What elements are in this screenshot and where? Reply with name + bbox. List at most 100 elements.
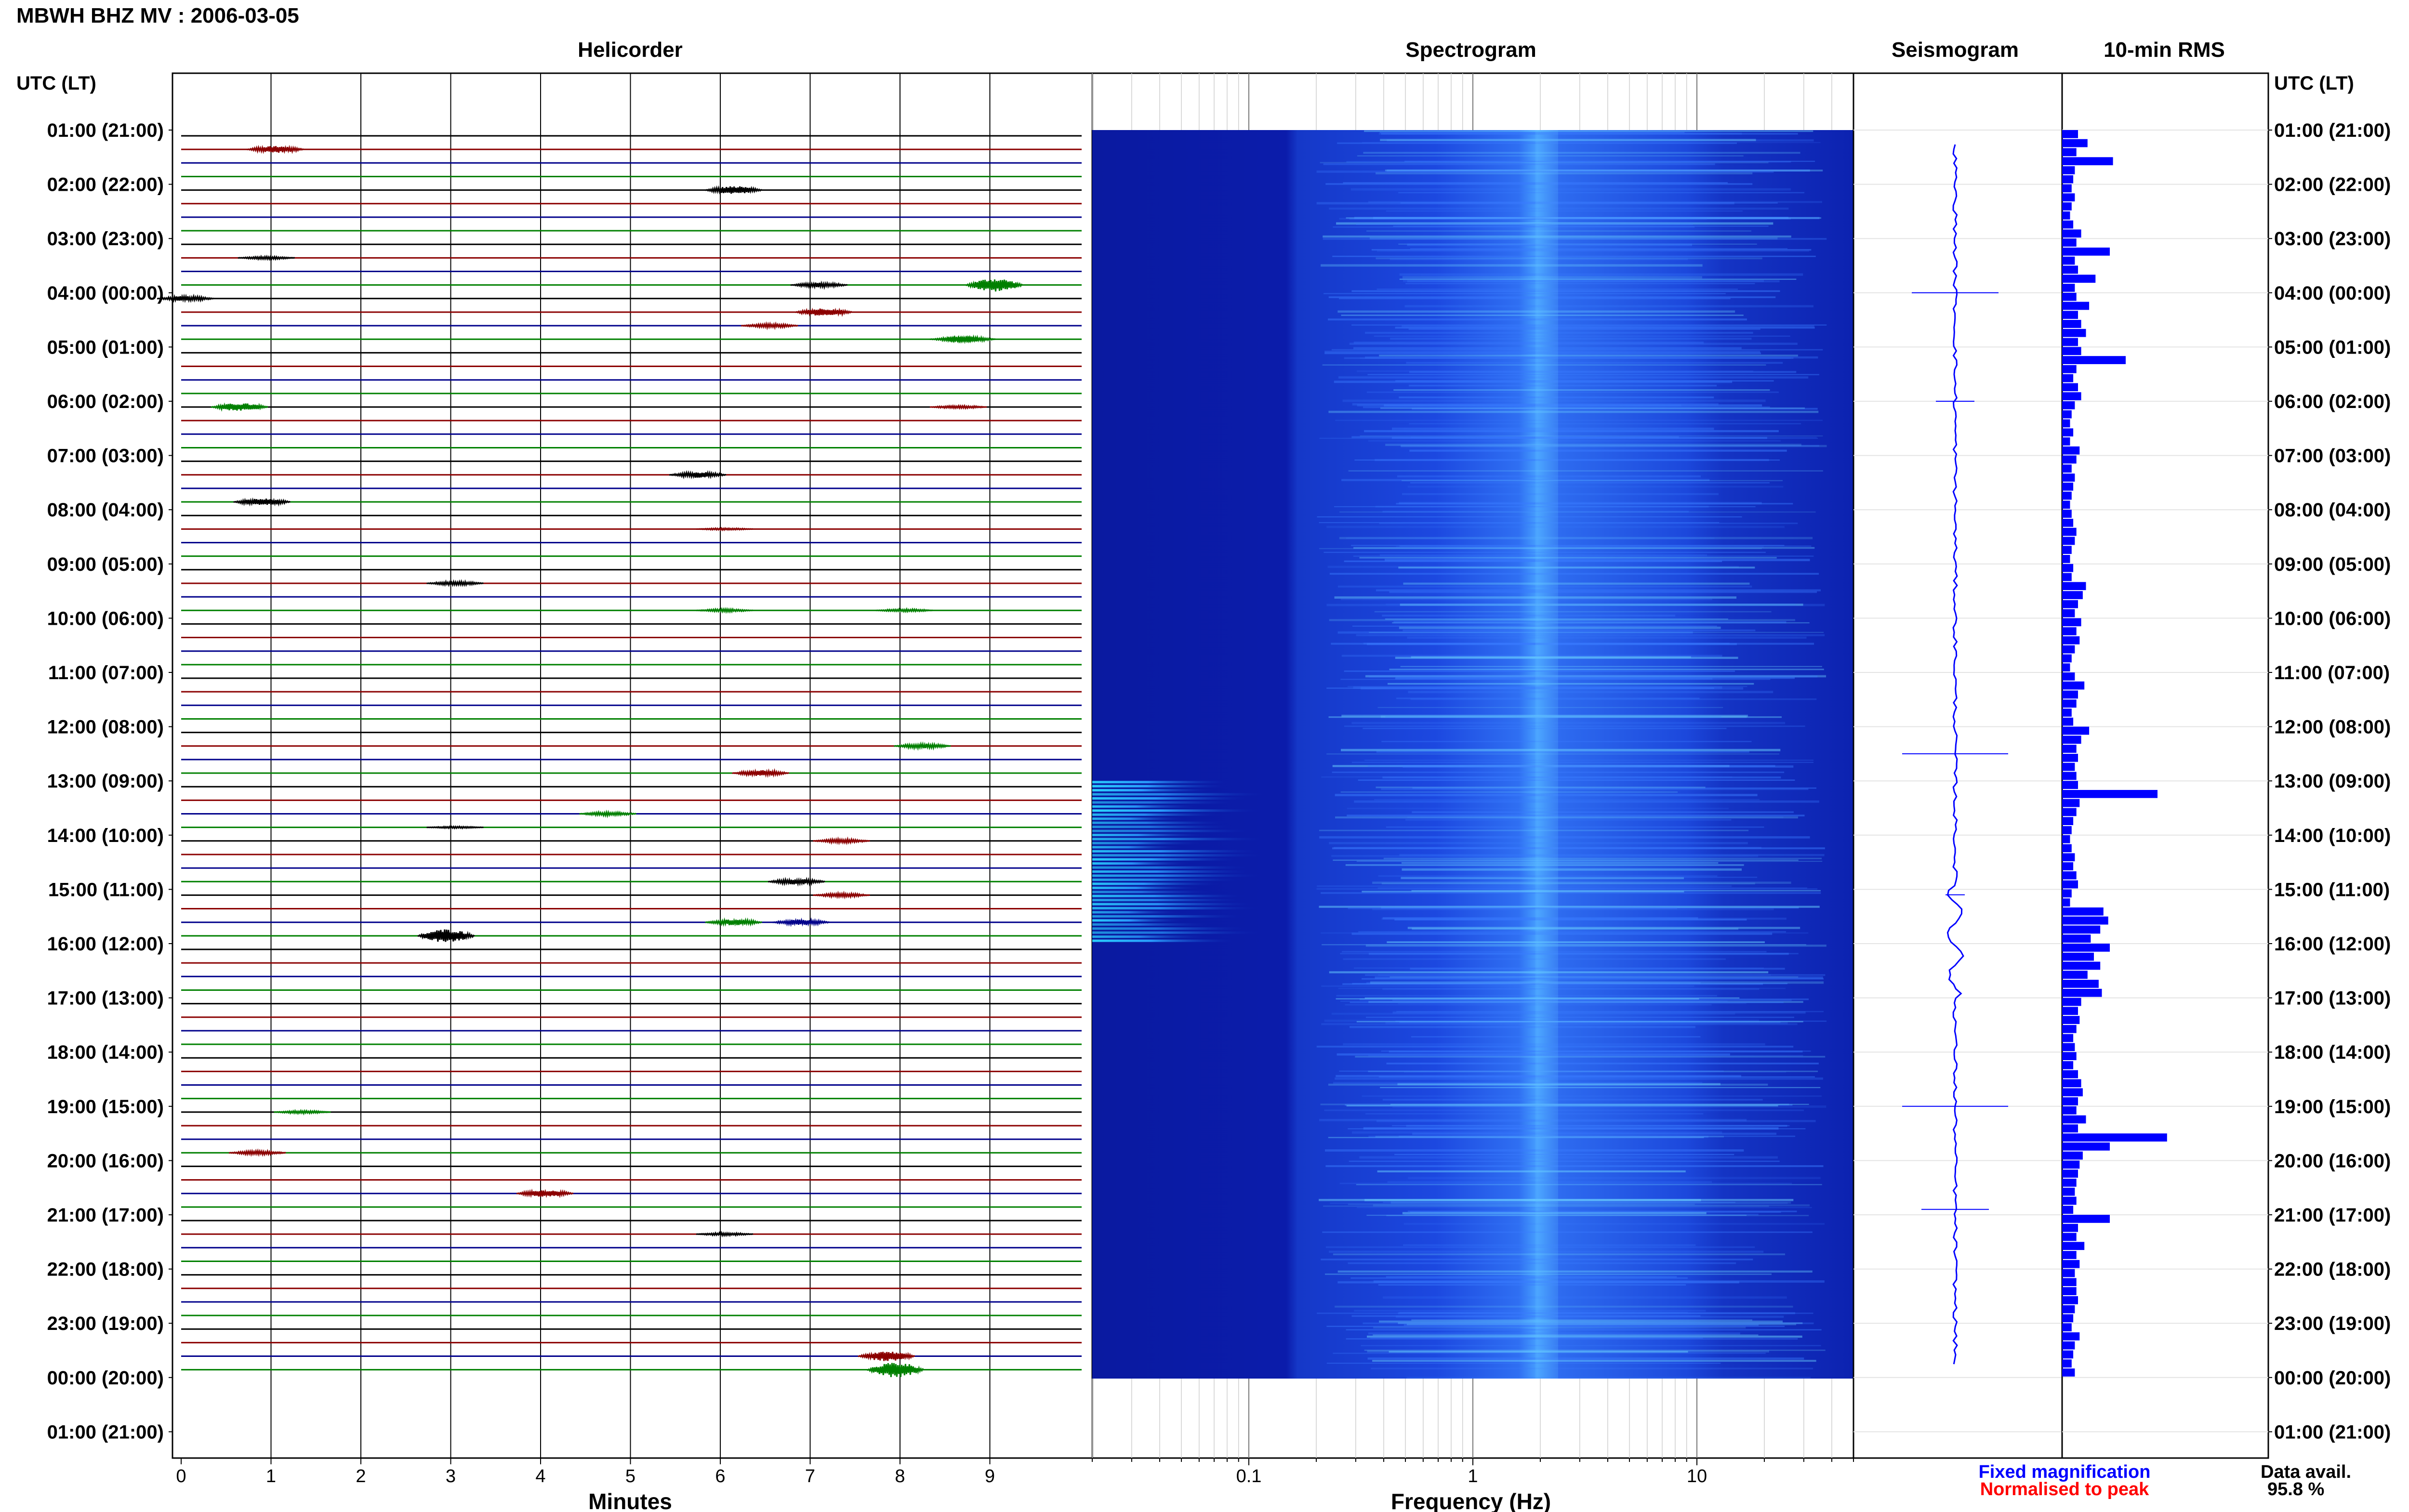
rms-bar — [2062, 1359, 2072, 1368]
rms-bar — [2062, 518, 2074, 527]
event-burst — [233, 497, 291, 507]
lowfreq-streak — [1092, 854, 1270, 857]
lowfreq-streak — [1092, 927, 1252, 930]
hour-label: 16:00 (12:00) — [47, 933, 164, 955]
rms-bar — [2062, 1206, 2074, 1214]
rms-bar — [2062, 1332, 2080, 1341]
rms-bar — [2062, 898, 2070, 907]
x-tick-label: 2 — [356, 1466, 366, 1486]
lowfreq-streak — [1092, 870, 1254, 873]
hour-label: 10:00 (06:00) — [2274, 608, 2391, 629]
rms-bar — [2062, 1242, 2085, 1250]
hour-labels-right: 01:00 (21:00) 02:00 (22:00) 03:00 (23:00) 0… — [2268, 120, 2391, 1443]
rms-bar — [2062, 157, 2113, 166]
lowfreq-streak — [1092, 841, 1204, 844]
helicorder-plot — [157, 72, 1093, 1459]
rms-bar — [2062, 166, 2075, 174]
rms-bar — [2062, 971, 2088, 979]
lowfreq-streak — [1092, 874, 1266, 877]
event-burst — [866, 1363, 925, 1377]
rms-bar — [2062, 1088, 2083, 1097]
lowfreq-streak — [1092, 919, 1185, 922]
rms-bar — [2062, 835, 2070, 843]
rms-bar — [2062, 763, 2075, 771]
hour-label: 23:00 (19:00) — [2274, 1313, 2391, 1334]
helicorder-title: Helicorder — [578, 38, 683, 62]
rms-bar — [2062, 1341, 2075, 1350]
rms-bar — [2062, 500, 2070, 509]
hour-label: 23:00 (19:00) — [47, 1313, 164, 1334]
spectrogram-image — [1092, 130, 1853, 1379]
rms-bar — [2062, 238, 2077, 247]
rms-bar — [2062, 482, 2074, 491]
rms-bar — [2062, 275, 2096, 283]
rms-bar — [2062, 284, 2075, 292]
rms-bar — [2062, 473, 2075, 482]
rms-bar — [2062, 410, 2072, 419]
lowfreq-streak — [1092, 809, 1262, 812]
rms-bar — [2062, 365, 2077, 373]
seismogram-frame — [1853, 72, 2063, 1459]
hour-label: 17:00 (13:00) — [47, 988, 164, 1009]
lowfreq-streak — [1092, 939, 1238, 942]
seismogram-gridlines — [1853, 130, 2062, 1433]
seismogram-title: Seismogram — [1892, 38, 2019, 62]
spectrogram-title: Spectrogram — [1405, 38, 1536, 62]
rms-bar — [2062, 1160, 2080, 1169]
rms-bar — [2062, 202, 2072, 210]
rms-bar — [2062, 871, 2077, 880]
spectrogram-x-axis: 0.1 1 10 — [1092, 1458, 1854, 1486]
rms-bar — [2062, 817, 2074, 826]
rms-bar — [2062, 1133, 2167, 1142]
rms-bar — [2062, 952, 2094, 961]
hour-label: 05:00 (01:00) — [47, 337, 164, 358]
rms-bar — [2062, 961, 2101, 970]
event-burst — [238, 254, 295, 262]
rms-frame — [2061, 72, 2269, 1459]
rms-bar — [2062, 564, 2074, 572]
x-tick-label: 1 — [266, 1466, 276, 1486]
hour-label: 14:00 (10:00) — [47, 825, 164, 846]
event-burst — [157, 293, 214, 303]
rms-bar — [2062, 1260, 2080, 1268]
event-burst — [426, 579, 484, 587]
rms-bar — [2062, 1034, 2074, 1042]
rms-bar — [2062, 555, 2070, 563]
rms-bar — [2062, 428, 2074, 437]
rms-bar — [2062, 184, 2072, 193]
event-burst — [274, 1109, 331, 1116]
rms-bar — [2062, 636, 2080, 644]
event-burst — [894, 741, 951, 751]
event-burst — [247, 145, 304, 154]
hour-label: 09:00 (05:00) — [47, 554, 164, 575]
rms-bar — [2062, 907, 2104, 916]
x-tick-label: 10 — [1687, 1466, 1707, 1486]
rms-bar — [2062, 1043, 2075, 1052]
hour-label: 22:00 (18:00) — [47, 1259, 164, 1280]
lowfreq-streak — [1092, 833, 1207, 836]
spectrogram-x-label: Frequency (Hz) — [1391, 1489, 1551, 1512]
lowfreq-streak — [1092, 850, 1263, 853]
helicorder-events — [157, 145, 1023, 1377]
rms-bar — [2062, 537, 2075, 545]
rms-title: 10-min RMS — [2104, 38, 2225, 62]
hour-label: 02:00 (22:00) — [47, 174, 164, 196]
event-burst — [211, 402, 268, 412]
hour-label: 05:00 (01:00) — [2274, 337, 2391, 358]
rms-bar — [2062, 356, 2126, 364]
lowfreq-streak — [1092, 793, 1271, 796]
rms-bar — [2062, 1287, 2077, 1295]
rms-bar — [2062, 681, 2085, 690]
rms-bar — [2062, 1296, 2078, 1304]
x-tick-label: 1 — [1468, 1466, 1478, 1486]
rms-bar — [2062, 916, 2108, 925]
event-burst — [790, 280, 848, 290]
rms-bar — [2062, 1052, 2077, 1060]
hour-label: 12:00 (08:00) — [47, 717, 164, 738]
lowfreq-streak — [1092, 846, 1184, 849]
event-burst — [875, 607, 933, 614]
rms-bar — [2062, 1142, 2110, 1151]
event-burst — [426, 825, 484, 830]
hour-label: 07:00 (03:00) — [2274, 446, 2391, 467]
